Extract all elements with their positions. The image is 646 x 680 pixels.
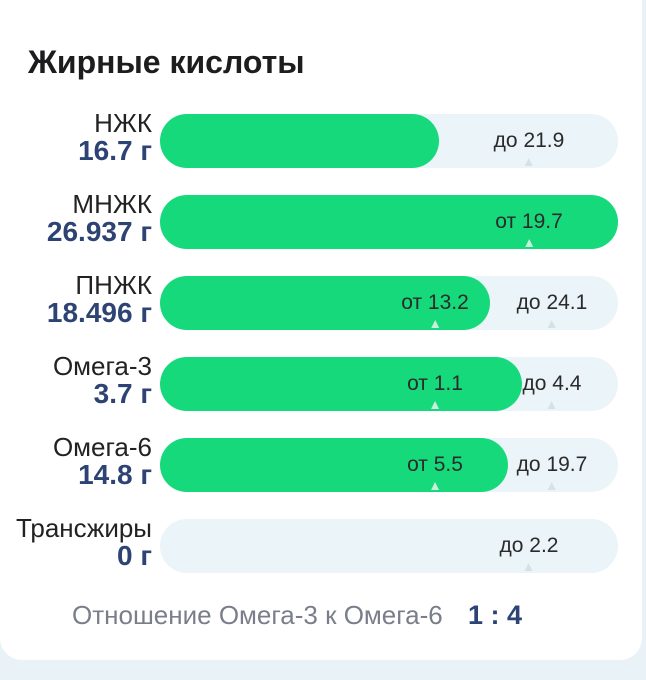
progress-fill — [160, 195, 618, 249]
progress-track: до 21.9 — [160, 114, 618, 168]
omega-ratio-label: Отношение Омега-3 к Омега-6 — [72, 600, 443, 630]
section-title: Жирные кислоты — [28, 44, 305, 80]
omega-ratio: Отношение Омега-3 к Омега-6 1 : 4 — [72, 600, 522, 631]
progress-track: от 5.5 до 19.7 — [160, 438, 618, 492]
progress-fill — [160, 114, 439, 168]
progress-track: от 1.1 до 4.4 — [160, 357, 618, 411]
range-marker-label: до 4.4 — [522, 372, 582, 395]
marker-triangle-icon — [524, 158, 533, 166]
fatty-acids-card: Жирные кислоты НЖК 16.7 г до 21.9 МНЖК 26.93… — [0, 0, 642, 660]
range-marker: от 19.7 — [495, 195, 563, 249]
progress-fill — [160, 357, 522, 411]
nutrient-row: НЖК 16.7 г до 21.9 — [0, 108, 642, 184]
nutrient-value: 0 г — [116, 540, 152, 571]
range-marker: от 13.2 — [401, 276, 469, 330]
nutrient-label: НЖК — [94, 108, 152, 138]
range-marker-label: до 24.1 — [516, 291, 588, 314]
nutrient-label: Трансжиры — [15, 513, 152, 543]
nutrient-value: 16.7 г — [78, 135, 152, 166]
marker-triangle-icon — [430, 320, 439, 328]
range-marker-label: до 21.9 — [493, 129, 565, 152]
range-marker-label: от 19.7 — [495, 210, 563, 233]
marker-triangle-icon — [431, 482, 439, 490]
nutrient-row: ПНЖК 18.496 г от 13.2 до 24.1 — [0, 270, 642, 346]
nutrient-label: Омега-3 — [52, 351, 152, 381]
range-marker-label: от 13.2 — [401, 291, 469, 314]
range-marker: до 4.4 — [522, 357, 582, 411]
marker-triangle-icon — [547, 320, 556, 328]
nutrient-row: Омега-6 14.8 г от 5.5 до 19.7 — [0, 432, 642, 508]
nutrient-row: МНЖК 26.937 г от 19.7 — [0, 189, 642, 265]
progress-track: до 2.2 — [160, 519, 618, 573]
nutrient-label: ПНЖК — [75, 270, 152, 300]
range-marker-label: от 1.1 — [407, 372, 463, 395]
range-marker: от 5.5 — [407, 438, 463, 492]
nutrient-value: 3.7 г — [93, 378, 152, 409]
nutrient-value: 14.8 г — [78, 459, 152, 490]
progress-fill — [160, 438, 508, 492]
marker-triangle-icon — [524, 239, 533, 247]
nutrient-label: МНЖК — [72, 189, 152, 219]
range-marker: до 21.9 — [493, 114, 565, 168]
range-marker: до 24.1 — [516, 276, 588, 330]
marker-triangle-icon — [548, 401, 556, 409]
range-marker: до 19.7 — [516, 438, 588, 492]
nutrient-value: 26.937 г — [46, 216, 152, 247]
range-marker: до 2.2 — [499, 519, 559, 573]
range-marker-label: до 19.7 — [516, 453, 588, 476]
progress-track: от 19.7 — [160, 195, 618, 249]
nutrient-label: Омега-6 — [52, 432, 152, 462]
marker-triangle-icon — [431, 401, 439, 409]
marker-triangle-icon — [525, 563, 533, 571]
range-marker: от 1.1 — [407, 357, 463, 411]
nutrient-value: 18.496 г — [46, 297, 152, 328]
range-marker-label: от 5.5 — [407, 453, 463, 476]
omega-ratio-value: 1 : 4 — [468, 600, 523, 630]
nutrient-row: Омега-3 3.7 г от 1.1 до 4.4 — [0, 351, 642, 427]
progress-track: от 13.2 до 24.1 — [160, 276, 618, 330]
nutrient-row: Трансжиры 0 г до 2.2 — [0, 513, 642, 589]
marker-triangle-icon — [547, 482, 556, 490]
range-marker-label: до 2.2 — [499, 534, 559, 557]
